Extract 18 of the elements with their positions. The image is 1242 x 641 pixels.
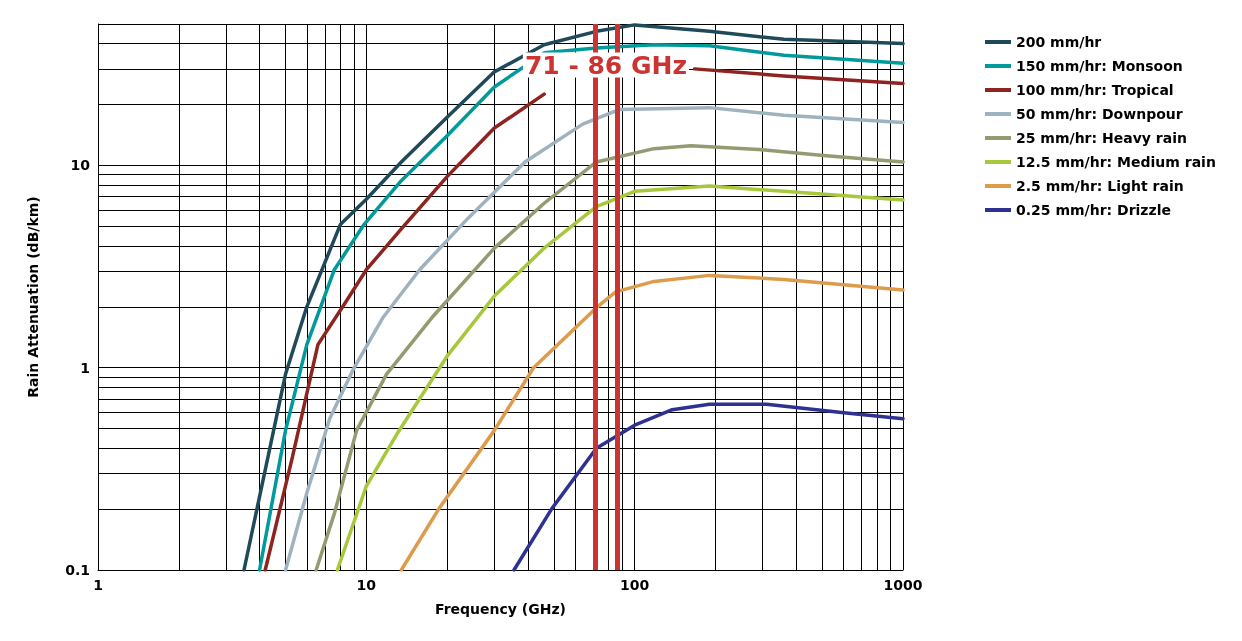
legend-label: 50 mm/hr: Downpour bbox=[1016, 106, 1183, 122]
x-tick-label: 10 bbox=[356, 577, 377, 593]
legend-label: 25 mm/hr: Heavy rain bbox=[1016, 130, 1187, 146]
legend-label: 100 mm/hr: Tropical bbox=[1016, 82, 1174, 98]
legend-label: 200 mm/hr bbox=[1016, 34, 1102, 50]
legend-label: 0.25 mm/hr: Drizzle bbox=[1016, 202, 1171, 218]
legend-label: 12.5 mm/hr: Medium rain bbox=[1016, 154, 1216, 170]
x-tick-label: 100 bbox=[620, 577, 650, 593]
x-axis-title: Frequency (GHz) bbox=[435, 601, 566, 617]
y-tick-label: 10 bbox=[70, 157, 91, 174]
legend-label: 150 mm/hr: Monsoon bbox=[1016, 58, 1183, 74]
legend-label: 2.5 mm/hr: Light rain bbox=[1016, 178, 1184, 194]
x-tick-label: 1000 bbox=[883, 577, 923, 593]
y-tick-label: 1 bbox=[80, 359, 90, 376]
ref-line-label: 71 - 86 GHz bbox=[524, 50, 687, 80]
y-tick-label: 0.1 bbox=[65, 562, 90, 578]
x-tick-label: 1 bbox=[93, 577, 103, 593]
y-axis-title: Rain Attenuation (dB/km) bbox=[25, 196, 41, 398]
